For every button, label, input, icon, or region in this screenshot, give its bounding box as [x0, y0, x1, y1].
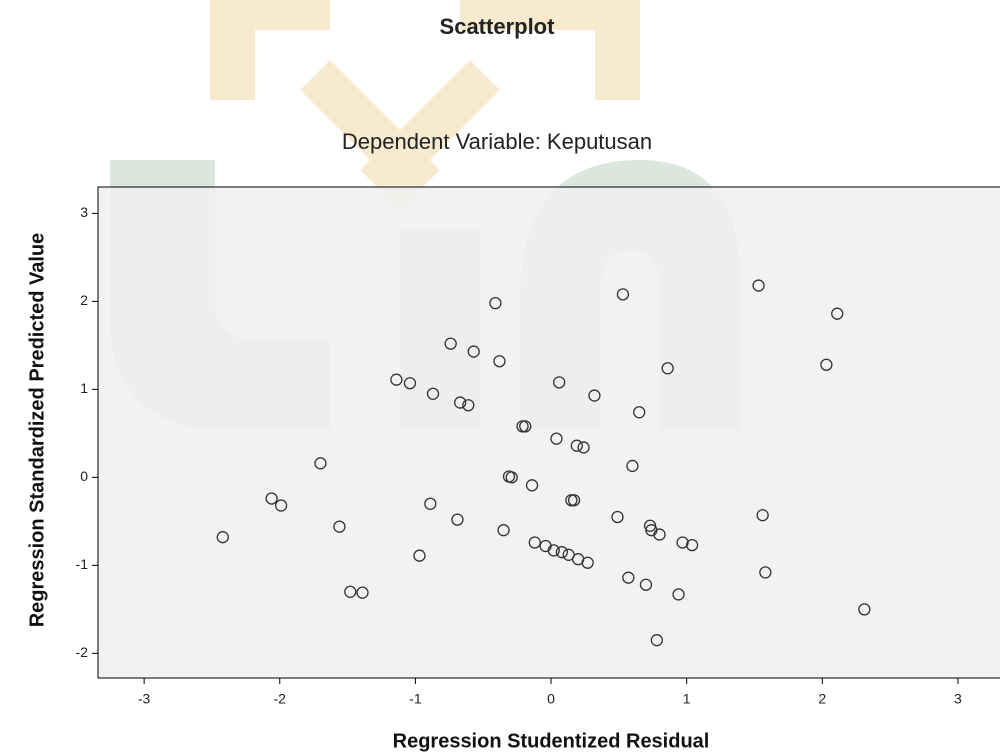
y-axis-label: Regression Standardized Predicted Value [25, 210, 52, 650]
y-tick-label: 3 [80, 204, 88, 220]
x-tick-label: 0 [547, 691, 555, 707]
x-tick-label: -1 [409, 691, 422, 707]
y-tick-label: 0 [80, 468, 88, 484]
chart-title: Scatterplot [440, 14, 556, 39]
y-tick-label: -2 [76, 644, 89, 660]
chart-subtitle: Dependent Variable: Keputusan [342, 129, 652, 154]
y-tick-label: 2 [80, 292, 88, 308]
x-tick-label: -2 [274, 691, 287, 707]
y-tick-label: 1 [80, 380, 88, 396]
x-tick-label: 3 [954, 691, 962, 707]
x-axis-label: Regression Studentized Residual [393, 730, 710, 752]
x-tick-label: 1 [683, 691, 691, 707]
x-tick-label: -3 [138, 691, 151, 707]
chart: Scatterplot Dependent Variable: Keputusa… [0, 0, 1000, 756]
x-tick-label: 2 [818, 691, 826, 707]
page: {"chart_data": {"type": "scatter", "titl… [0, 0, 1000, 756]
y-tick-label: -1 [76, 556, 89, 572]
